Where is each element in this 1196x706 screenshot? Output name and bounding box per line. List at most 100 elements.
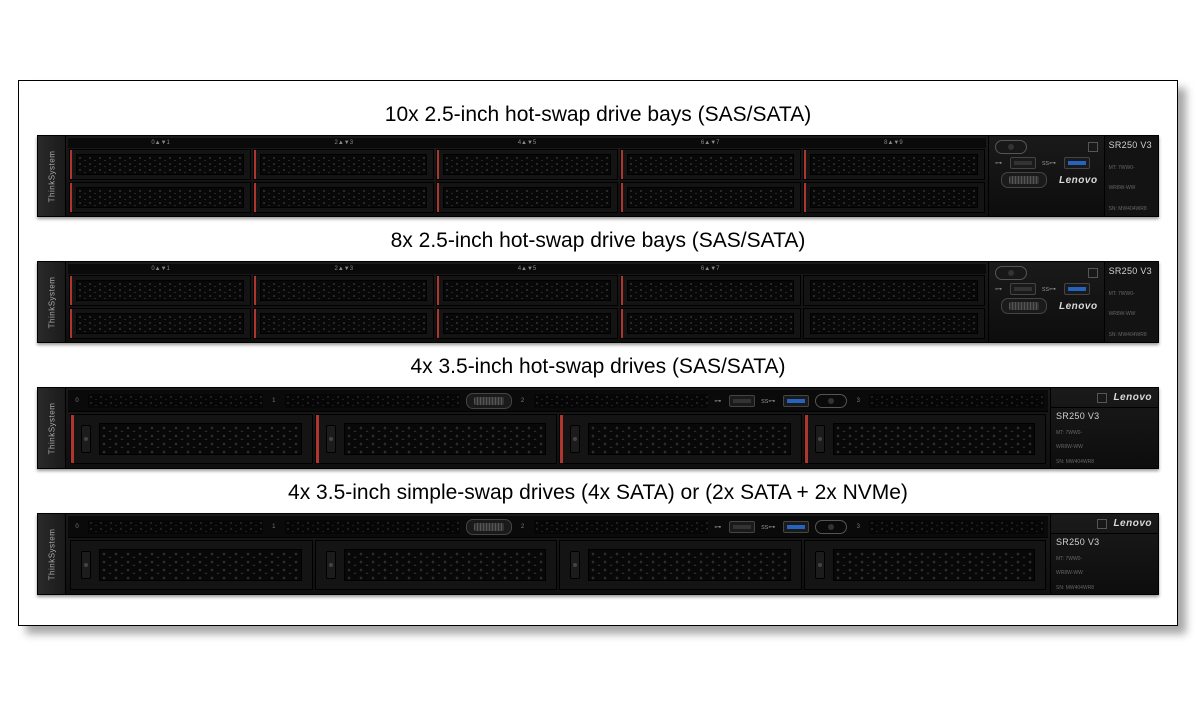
drive-mesh — [76, 187, 244, 207]
drive-bay-3-5[interactable] — [804, 414, 1047, 464]
drive-bay-2-5[interactable] — [436, 308, 618, 339]
drive-bay-3-5[interactable] — [559, 540, 802, 590]
drive-mesh — [260, 313, 428, 333]
drive-bay-2-5[interactable] — [69, 275, 251, 306]
usb-icon: ⊶ — [714, 523, 721, 531]
brand-vertical-text: ThinkSystem — [47, 150, 56, 202]
drive-bay-2-5[interactable] — [803, 182, 985, 213]
drive-mesh — [443, 187, 611, 207]
drive-bay-3-5[interactable] — [315, 540, 558, 590]
drive-bay-2-5[interactable] — [436, 275, 618, 306]
drive-bay-2-5[interactable] — [620, 149, 802, 180]
drive-bay-2-5[interactable] — [253, 308, 435, 339]
model-label: SR250 V3 — [1056, 411, 1153, 421]
usb-port[interactable] — [1010, 283, 1036, 295]
drive-bay-2-5[interactable] — [253, 182, 435, 213]
drive-bay-2-5[interactable] — [69, 149, 251, 180]
info-tab: SR250 V3MT: 7WW0-WR8W-WWSN: MW404WR8 — [1051, 534, 1158, 594]
vga-port[interactable] — [1001, 298, 1047, 314]
drive-bay-3-5[interactable] — [804, 540, 1047, 590]
drive-latch[interactable] — [570, 551, 580, 579]
usb-port[interactable] — [729, 395, 755, 407]
control-panel: LenovoSR250 V3MT: 7WW0-WR8W-WWSN: MW404W… — [1050, 514, 1158, 594]
bay-number: 2 — [518, 524, 528, 530]
vent-mesh — [534, 394, 709, 408]
power-button[interactable] — [815, 394, 847, 408]
vga-port[interactable] — [466, 519, 512, 535]
drive-row — [68, 538, 1048, 592]
info-tab: SR250 V3MT: 7WW0-WR8W-WWSN: MW404WR8 — [1104, 136, 1158, 216]
drive-latch[interactable] — [815, 425, 825, 453]
drive-mesh — [588, 423, 791, 455]
server-chassis: ThinkSystem 0▲▼12▲▼34▲▼56▲▼78▲▼9⊶ss⊶Lenov… — [37, 135, 1159, 217]
bay-number: 0 — [72, 398, 82, 404]
drive-mesh — [344, 549, 547, 581]
drive-bay-2-5[interactable] — [69, 182, 251, 213]
usb-port[interactable] — [1010, 157, 1036, 169]
usb-port[interactable] — [729, 521, 755, 533]
power-button[interactable] — [995, 140, 1027, 154]
drive-bay-2-5[interactable] — [253, 275, 435, 306]
drive-mesh — [627, 280, 795, 300]
drive-bay-2-5[interactable] — [803, 149, 985, 180]
server-chassis: ThinkSystem0▲▼12▲▼34▲▼56▲▼7⊶ss⊶LenovoSR2… — [37, 261, 1159, 343]
power-button[interactable] — [995, 266, 1027, 280]
power-button[interactable] — [815, 520, 847, 534]
drive-mesh — [260, 280, 428, 300]
usb3-port[interactable] — [1064, 283, 1090, 295]
drive-bay-2-5[interactable] — [436, 182, 618, 213]
bay-header-seg: 2▲▼3 — [253, 264, 434, 274]
drive-bay-3-5[interactable] — [70, 540, 313, 590]
brand-bar: Lenovo — [1051, 388, 1158, 408]
drive-mesh — [99, 423, 302, 455]
drive-bay-2-5[interactable] — [253, 149, 435, 180]
top-strip: 012⊶ss⊶3 — [68, 390, 1048, 412]
usb3-icon: ss⊶ — [1042, 285, 1056, 293]
drive-latch[interactable] — [81, 551, 91, 579]
drive-mesh — [260, 154, 428, 174]
usb3-port[interactable] — [783, 521, 809, 533]
drive-bay-2-5[interactable] — [620, 308, 802, 339]
drive-bay-3-5[interactable] — [70, 414, 313, 464]
brand-bar: Lenovo — [1051, 514, 1158, 534]
drive-bay-2-5[interactable] — [620, 182, 802, 213]
drive-bay-2-5[interactable] — [620, 275, 802, 306]
drive-bay-2-5[interactable] — [436, 149, 618, 180]
bay-number: 1 — [269, 398, 279, 404]
drive-mesh — [810, 154, 978, 174]
drive-latch[interactable] — [815, 551, 825, 579]
drive-mesh — [76, 280, 244, 300]
bay-number: 0 — [72, 524, 82, 530]
bay-header: 0▲▼12▲▼34▲▼56▲▼78▲▼9 — [68, 138, 986, 148]
drive-row — [68, 181, 986, 214]
drive-latch[interactable] — [570, 425, 580, 453]
drive-row — [68, 148, 986, 181]
usb3-port[interactable] — [1064, 157, 1090, 169]
drive-bay-2-5[interactable] — [69, 308, 251, 339]
drive-mesh — [833, 549, 1036, 581]
usb3-icon: ss⊶ — [1042, 159, 1056, 167]
drive-mesh — [443, 313, 611, 333]
usb3-icon: ss⊶ — [761, 523, 775, 531]
brand-tab: ThinkSystem — [38, 262, 66, 342]
drive-mesh — [443, 154, 611, 174]
drive-latch[interactable] — [326, 551, 336, 579]
vga-port[interactable] — [466, 393, 512, 409]
model-label: SR250 V3 — [1109, 266, 1154, 276]
status-led-icon — [1088, 268, 1098, 278]
vga-port[interactable] — [1001, 172, 1047, 188]
drive-bay-3-5[interactable] — [559, 414, 802, 464]
control-panel: ⊶ss⊶LenovoSR250 V3MT: 7WW0-WR8W-WWSN: MW… — [988, 136, 1158, 216]
brand-vertical-text: ThinkSystem — [47, 402, 56, 454]
drive-mesh — [344, 423, 547, 455]
drive-area: 012⊶ss⊶3 — [66, 388, 1050, 468]
drive-latch[interactable] — [81, 425, 91, 453]
drive-bay-3-5[interactable] — [315, 414, 558, 464]
usb3-port[interactable] — [783, 395, 809, 407]
drive-bay-blank — [803, 275, 985, 306]
control-panel: ⊶ss⊶LenovoSR250 V3MT: 7WW0-WR8W-WWSN: MW… — [988, 262, 1158, 342]
bay-number: 3 — [853, 398, 863, 404]
drive-latch[interactable] — [326, 425, 336, 453]
usb-icon: ⊶ — [714, 397, 721, 405]
drive-mesh — [443, 280, 611, 300]
